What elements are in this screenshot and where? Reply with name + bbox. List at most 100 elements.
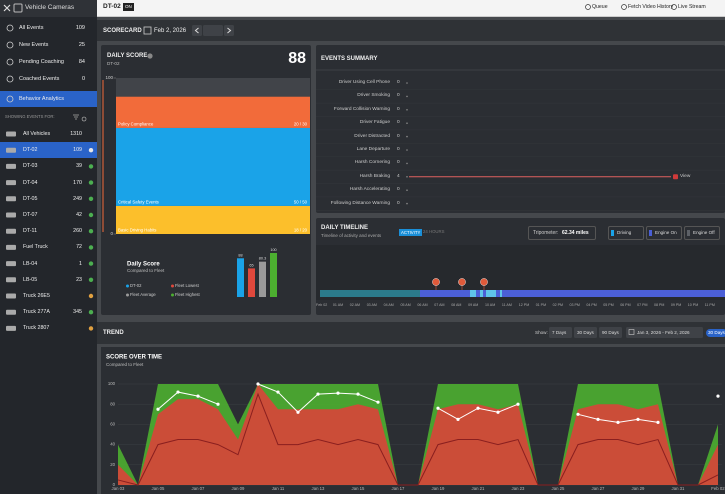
legend-label: Engine Off [693,230,715,235]
time-tick: 10 AM [485,303,496,307]
vehicle-count: 72 [76,244,82,251]
action-button[interactable]: Queue [592,4,608,10]
action-button[interactable]: Live Stream [678,4,706,10]
time-tick: 01 AM [332,303,344,307]
time-tick: 07 AM [434,303,445,307]
vehicle-name[interactable]: Truck 2807 [23,325,50,332]
status-badge: ON [123,3,134,11]
vehicles-heading: SHOWING EVENTS FOR: [5,114,55,119]
legend-box [646,226,682,240]
event-count: 4 [397,173,400,179]
panel-title: EVENTS SUMMARY [321,56,378,62]
range-button [599,327,622,338]
event-label: Forward Collision Warning [333,106,390,112]
behavior-highlight [0,91,97,107]
event-count: 0 [397,120,400,126]
vehicle-count: 249 [73,195,82,202]
time-tick: 11 AM [501,303,512,307]
time-tick: 04 AM [383,303,394,307]
time-tick: 09 AM [468,303,479,307]
menu-count: 84 [78,59,85,65]
legend-label: Engine On [655,230,677,235]
vehicle-name[interactable]: All Vehicles [23,131,51,137]
vehicle-count: 109 [73,147,82,154]
time-tick: Feb 02 [316,303,328,307]
range-button[interactable]: 7 Days [552,329,567,335]
time-tick: 06 AM [417,303,428,307]
scorecard-bar [97,20,725,41]
menu-item[interactable]: Pending Coaching [19,59,64,65]
vehicle-count: 345 [73,309,82,316]
vehicle-count: 1 [79,260,82,267]
section-title: SCORECARD [103,28,142,34]
daily-score-panel [101,45,311,315]
time-tick: 02 AM [349,303,360,307]
menu-item[interactable]: Coached Events [19,76,60,82]
vehicle-name[interactable]: LB-05 [23,276,38,283]
score-value: 88 [288,50,306,67]
vehicle-name[interactable]: Fuel Truck [23,244,48,251]
menu-item[interactable]: All Events [19,25,44,31]
hours-tab[interactable]: 24 HOURS [423,229,445,234]
vehicle-name[interactable]: DT-02 [23,147,38,154]
menu-item[interactable]: New Events [19,42,49,48]
tripometer-value: 62.34 miles [562,230,589,236]
event-count: 0 [397,187,400,193]
menu-count: 25 [78,42,85,48]
app-title: Vehicle Cameras [25,4,75,11]
date-range-box [626,327,703,338]
menu-item[interactable]: Behavior Analytics [19,96,64,102]
action-button[interactable]: Fetch Video History [628,4,674,10]
range-button [549,327,572,338]
menu-count: 0 [81,76,85,82]
vehicle-count: 260 [73,228,82,235]
today-button[interactable]: Today [206,28,220,34]
panel-subtitle: Timeline of activity and events [321,233,382,238]
date-range[interactable]: Jan 3, 2026 - Feb 2, 2026 [637,329,690,335]
event-count: 0 [397,160,400,166]
section-title: TREND [103,330,124,336]
vehicle-name[interactable]: DT-07 [23,212,38,218]
time-tick: 08 AM [451,303,462,307]
event-count: 0 [397,93,400,99]
event-count: 0 [397,106,400,112]
legend-box [684,226,720,240]
vehicle-name[interactable]: Truck 277A [23,309,50,316]
range-badge[interactable]: 30 Days [706,328,725,337]
vehicle-name[interactable]: DT-05 [23,195,38,202]
sidebar [0,0,97,494]
time-tick: 12 PM [518,303,530,307]
legend-label: Driving [617,230,632,235]
event-label: Harsh Accelerating [349,187,390,193]
time-tick: 03 AM [366,303,377,307]
time-tick: 05 PM [603,303,614,307]
time-tick: 03 PM [569,303,580,307]
range-button [574,327,597,338]
event-count: 0 [397,133,400,139]
event-label: Driver Smoking [357,93,390,99]
sidebar-header [0,0,97,17]
trend-panel [101,347,725,494]
time-tick: 05 AM [400,303,411,307]
vehicle-name[interactable]: DT-11 [23,228,38,235]
event-label: Driver Using Cell Phone [338,80,390,85]
vehicle-name[interactable]: LB-04 [23,260,38,267]
vehicle-name[interactable]: DT-03 [23,163,38,170]
event-label: Lane Departure [356,147,390,152]
activity-tab[interactable]: ACTIVITY [399,229,423,236]
tripometer-box [528,226,596,240]
vehicle-count: 1310 [70,131,82,137]
event-label: Following Distance Warning [330,200,390,206]
vehicle-count: 170 [73,179,82,186]
time-tick: 08 PM [654,303,665,307]
range-button[interactable]: 90 Days [602,329,619,335]
vehicle-highlight [0,142,97,158]
range-button[interactable]: 30 Days [577,329,594,335]
vehicle-count: 39 [76,163,82,170]
vehicle-name[interactable]: DT-04 [23,179,38,186]
tripometer-label: Tripometer: [533,230,559,236]
view-button[interactable]: View [680,173,691,179]
time-tick: 02 PM [552,303,563,307]
vehicle-name[interactable]: Truck 26E5 [23,293,50,299]
panel-title: DAILY SCORE [107,53,148,59]
